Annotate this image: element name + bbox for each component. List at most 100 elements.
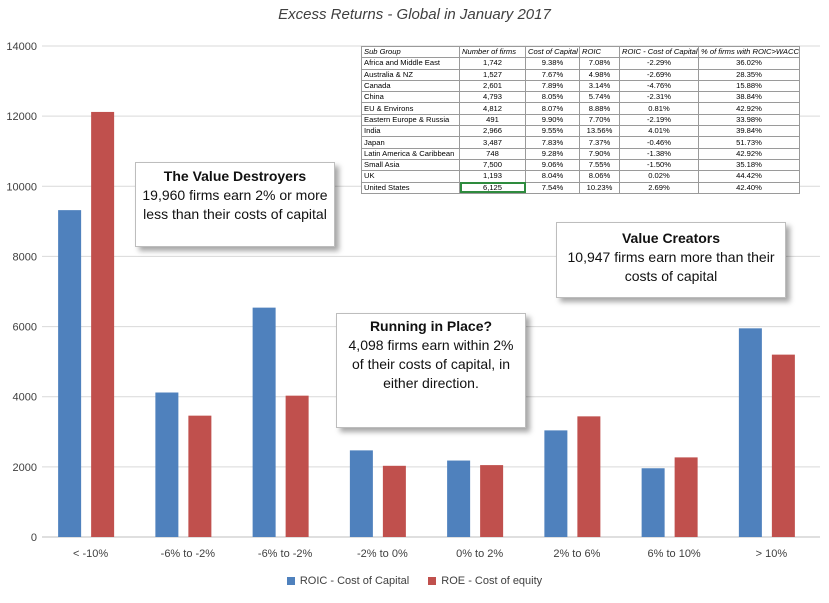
bar-roe — [188, 415, 212, 537]
y-tick-label: 4000 — [13, 392, 37, 404]
table-cell-subgroup: China — [361, 91, 460, 104]
y-tick-label: 2000 — [13, 462, 37, 474]
table-cell-value: -4.76% — [619, 79, 699, 93]
bar-roe — [285, 395, 309, 537]
table-cell-value: 3.14% — [579, 79, 620, 93]
table-cell-value: 2,966 — [459, 125, 526, 138]
table-cell-value: 33.98% — [698, 113, 800, 127]
table-cell-value: 4,793 — [459, 91, 526, 104]
table-header-cell: Number of firms — [459, 45, 526, 59]
table-cell-value: 7.90% — [579, 147, 620, 160]
table-cell-value: 7,500 — [459, 158, 526, 172]
table-cell-subgroup: Japan — [361, 136, 460, 149]
table-cell-value: 9.38% — [525, 57, 580, 70]
table-cell-value: 3,487 — [459, 136, 526, 149]
legend-label-roe: ROE - Cost of equity — [441, 575, 543, 587]
legend-swatch-roic — [286, 577, 295, 586]
table-cell-value: 748 — [459, 147, 526, 160]
table-cell-value: 6,125 — [459, 181, 526, 194]
table-cell-value: 39.84% — [698, 125, 800, 138]
table-row: Canada 2,601 7.89% 3.14% -4.76% 15.88% — [361, 79, 800, 93]
table-cell-value: 15.88% — [698, 79, 800, 93]
table-cell-value: 42.40% — [698, 181, 800, 194]
table-cell-value: 38.84% — [698, 91, 800, 104]
chart-title: Excess Returns - Global in January 2017 — [278, 6, 551, 23]
x-tick-label: 0% to 2% — [456, 548, 503, 560]
table-cell-value: 7.83% — [525, 136, 580, 149]
table-cell-value: 0.81% — [619, 102, 699, 115]
table-row: Africa and Middle East 1,742 9.38% 7.08% -2.… — [361, 57, 800, 70]
table-body: Africa and Middle East 1,742 9.38% 7.08% -2.… — [361, 57, 800, 194]
table-cell-value: 8.04% — [525, 170, 580, 183]
table-cell-subgroup: Small Asia — [361, 158, 460, 172]
table-row: Japan 3,487 7.83% 7.37% -0.46% 51.73% — [361, 136, 800, 149]
table-cell-value: 1,742 — [459, 57, 526, 70]
y-tick-label: 10000 — [6, 181, 37, 193]
table-cell-value: 0.02% — [619, 170, 699, 183]
table-row: Latin America & Caribbean 748 9.28% 7.90% -1… — [361, 147, 800, 160]
table-cell-value: 35.18% — [698, 158, 800, 172]
table-cell-value: 9.06% — [525, 158, 580, 172]
bar-roic — [349, 450, 373, 537]
table-row: China 4,793 8.05% 5.74% -2.31% 38.84% — [361, 91, 800, 104]
table-cell-value: 8.88% — [579, 102, 620, 115]
x-tick-label: -6% to -2% — [161, 548, 216, 560]
value-destroyers-callout: The Value Destroyers 19,960 firms earn 2… — [135, 162, 335, 247]
table-header-cell: Cost of Capital — [525, 45, 580, 59]
table-row: India 2,966 9.55% 13.56% 4.01% 39.84% — [361, 125, 800, 138]
x-tick-label: -2% to 0% — [357, 548, 408, 560]
table-cell-value: 1,193 — [459, 170, 526, 183]
y-tick-label: 0 — [31, 532, 37, 544]
table-cell-value: 7.67% — [525, 68, 580, 81]
table-cell-subgroup: Eastern Europe & Russia — [361, 113, 460, 127]
table-header-cell: % of firms with ROIC>WACC — [698, 45, 800, 59]
table-cell-value: 7.70% — [579, 113, 620, 127]
bar-roic — [155, 392, 179, 537]
table-cell-value: 9.28% — [525, 147, 580, 160]
bar-roic — [641, 468, 665, 537]
table-cell-value: 36.02% — [698, 57, 800, 70]
x-tick-label: 6% to 10% — [648, 548, 701, 560]
table-cell-value: 9.55% — [525, 125, 580, 138]
legend-swatch-roe — [428, 577, 437, 586]
table-row: Small Asia 7,500 9.06% 7.55% -1.50% 35.18% — [361, 158, 800, 172]
table-cell-subgroup: Australia & NZ — [361, 68, 460, 81]
running-in-place-heading: Running in Place? — [369, 318, 493, 334]
table-row: Eastern Europe & Russia 491 9.90% 7.70% -2.1… — [361, 113, 800, 127]
bar-roe — [91, 111, 115, 537]
table-cell-value: -2.29% — [619, 57, 699, 70]
table-cell-value: 42.92% — [698, 147, 800, 160]
legend-item-roe: ROE - Cost of equity — [428, 575, 542, 587]
bar-roic — [544, 430, 568, 537]
table-cell-value: -2.31% — [619, 91, 699, 104]
table-cell-value: 7.37% — [579, 136, 620, 149]
bar-roic — [447, 460, 471, 537]
table-cell-value: -1.38% — [619, 147, 699, 160]
x-tick-label: > 10% — [756, 548, 788, 560]
y-tick-label: 8000 — [13, 251, 37, 263]
table-cell-subgroup: India — [361, 125, 460, 138]
table-cell-value: -0.46% — [619, 136, 699, 149]
x-tick-label: 2% to 6% — [553, 548, 600, 560]
value-creators-text: 10,947 firms earn more than their costs … — [567, 249, 775, 284]
table-cell-value: 2.69% — [619, 181, 699, 194]
legend-item-roic: ROIC - Cost of Capital — [286, 575, 409, 587]
table-cell-value: 51.73% — [698, 136, 800, 149]
bar-roe — [771, 354, 795, 537]
table-header-cell: ROIC - Cost of Capital — [619, 45, 699, 59]
table-cell-value: 44.42% — [698, 170, 800, 183]
y-tick-label: 6000 — [13, 322, 37, 334]
table-cell-value: 4.98% — [579, 68, 620, 81]
table-cell-value: 8.05% — [525, 91, 580, 104]
value-destroyers-heading: The Value Destroyers — [163, 168, 307, 184]
table-row: EU & Environs 4,812 8.07% 8.88% 0.81% 42.92% — [361, 102, 800, 115]
running-in-place-text: 4,098 firms earn within 2% of their cost… — [348, 337, 514, 391]
table-cell-value: 2,601 — [459, 79, 526, 93]
table-cell-value: 7.55% — [579, 158, 620, 172]
summary-table-container: Sub Group Number of firms Cost of Capita… — [361, 45, 800, 194]
table-cell-value: 491 — [459, 113, 526, 127]
y-tick-label: 14000 — [6, 41, 37, 53]
table-cell-subgroup: Canada — [361, 79, 460, 93]
table-cell-value: 7.54% — [525, 181, 580, 194]
